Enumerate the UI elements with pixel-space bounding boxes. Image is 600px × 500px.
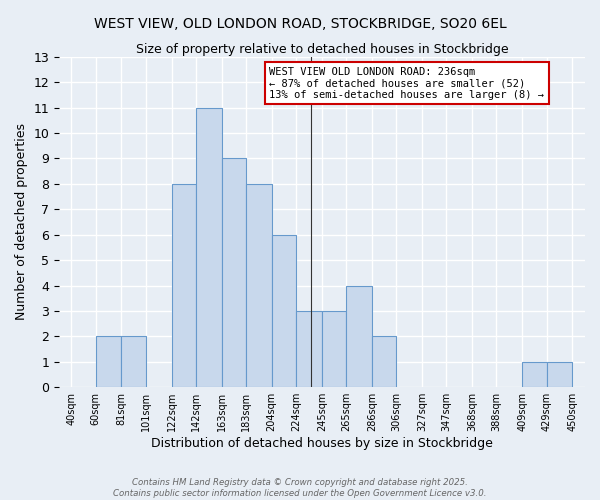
Bar <box>296 311 322 387</box>
X-axis label: Distribution of detached houses by size in Stockbridge: Distribution of detached houses by size … <box>151 437 493 450</box>
Text: Contains HM Land Registry data © Crown copyright and database right 2025.
Contai: Contains HM Land Registry data © Crown c… <box>113 478 487 498</box>
Bar <box>272 234 296 387</box>
Bar <box>246 184 272 387</box>
Y-axis label: Number of detached properties: Number of detached properties <box>15 124 28 320</box>
Bar <box>96 336 121 387</box>
Bar <box>121 336 146 387</box>
Text: WEST VIEW, OLD LONDON ROAD, STOCKBRIDGE, SO20 6EL: WEST VIEW, OLD LONDON ROAD, STOCKBRIDGE,… <box>94 18 506 32</box>
Text: WEST VIEW OLD LONDON ROAD: 236sqm
← 87% of detached houses are smaller (52)
13% : WEST VIEW OLD LONDON ROAD: 236sqm ← 87% … <box>269 66 544 100</box>
Title: Size of property relative to detached houses in Stockbridge: Size of property relative to detached ho… <box>136 42 508 56</box>
Bar <box>172 184 196 387</box>
Bar <box>372 336 396 387</box>
Bar <box>322 311 346 387</box>
Bar <box>522 362 547 387</box>
Bar <box>221 158 246 387</box>
Bar <box>547 362 572 387</box>
Bar <box>196 108 221 387</box>
Bar <box>346 286 372 387</box>
